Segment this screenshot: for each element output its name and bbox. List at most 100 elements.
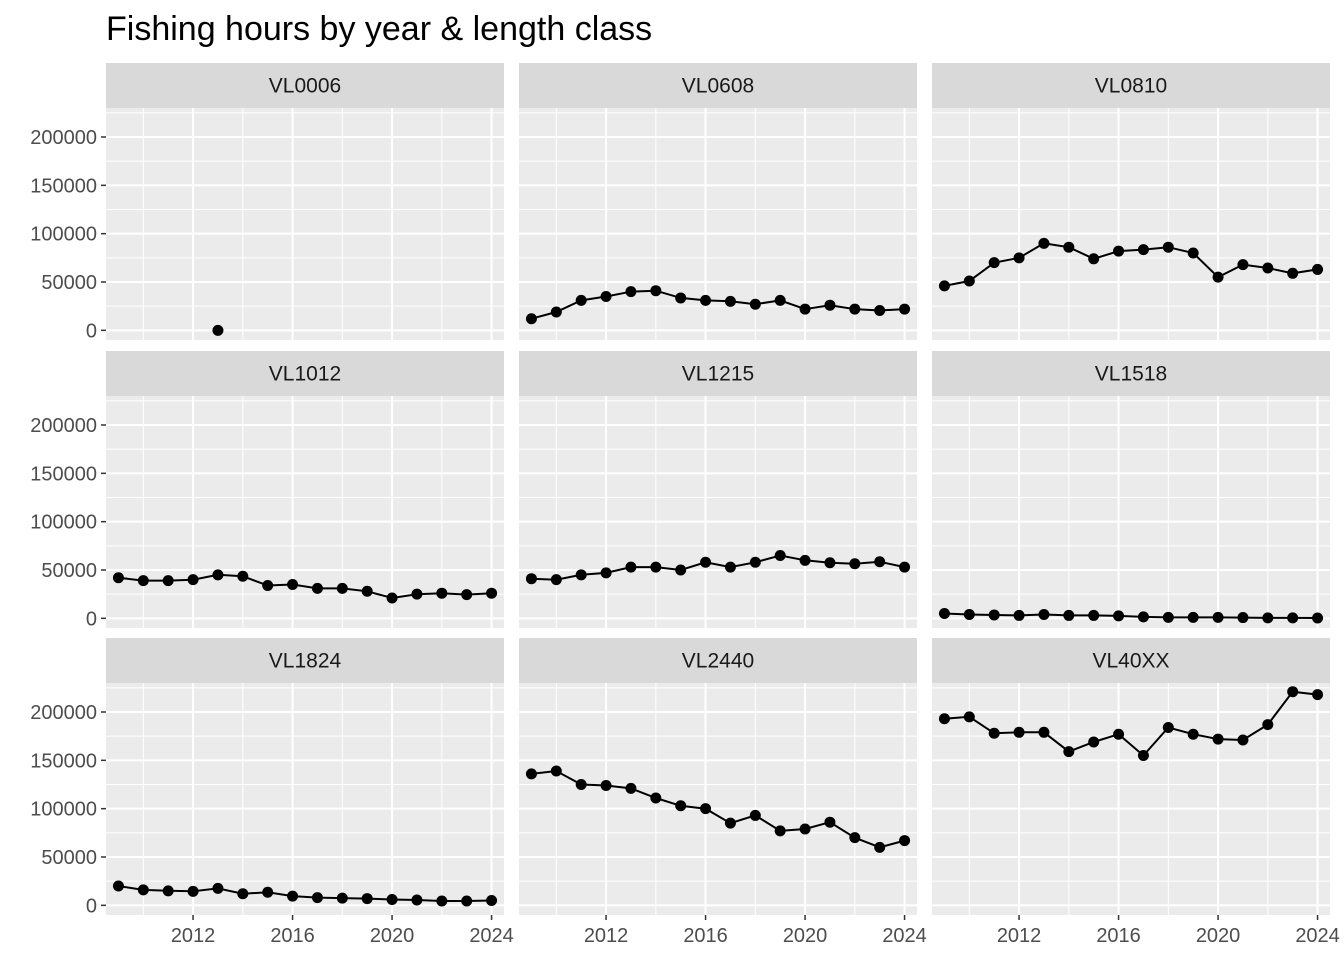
data-point (550, 574, 562, 586)
facet-strip-label: VL1215 (682, 363, 754, 386)
facet-vl0810: VL0810 (932, 63, 1330, 340)
data-point (650, 285, 662, 297)
data-point (1212, 611, 1224, 623)
data-point (824, 557, 836, 569)
data-point (1237, 612, 1249, 624)
data-point (1113, 610, 1125, 622)
data-point (1063, 609, 1075, 621)
data-point (311, 892, 323, 904)
x-tick-label: 2012 (584, 925, 629, 947)
x-tick-label: 2016 (683, 925, 728, 947)
data-point (1088, 609, 1100, 621)
series-line (944, 242, 1318, 287)
x-tick-label: 2012 (997, 925, 1042, 947)
y-tick-label: 50000 (41, 847, 97, 869)
facet-strip-label: VL1824 (269, 650, 342, 673)
facet-strip-label: VL0810 (1095, 75, 1167, 98)
facet-strip-label: VL1012 (269, 363, 341, 386)
data-point (849, 832, 861, 844)
data-point (1262, 262, 1274, 274)
data-point (1287, 267, 1299, 279)
data-point (1262, 612, 1274, 624)
y-tick-label: 0 (86, 895, 97, 917)
data-point (625, 561, 637, 573)
data-point (575, 779, 587, 790)
x-tick-label: 2020 (1196, 925, 1241, 947)
data-point (411, 894, 423, 906)
data-point (700, 803, 712, 815)
data-point (849, 303, 861, 315)
data-point (1137, 750, 1149, 761)
series-line (944, 612, 1318, 619)
y-tick-label: 50000 (41, 272, 97, 294)
data-point (1237, 734, 1249, 746)
facet-vl1824: VL1824 0 50000 100000 150000 200000 2012 2016 20… (30, 638, 514, 947)
data-point (1312, 263, 1324, 275)
facet-strip (932, 63, 1330, 108)
y-tick-label: 200000 (30, 127, 97, 149)
data-point (112, 880, 124, 892)
data-point (1013, 726, 1025, 738)
data-point (550, 765, 562, 777)
data-point (1312, 689, 1324, 701)
data-point (162, 575, 174, 587)
x-tick-label: 2024 (1295, 925, 1340, 947)
facet-strip (106, 63, 504, 108)
data-point (1162, 241, 1174, 253)
data-point (724, 817, 736, 829)
data-point (1187, 611, 1199, 623)
data-point (112, 572, 124, 584)
data-point (724, 295, 736, 307)
data-point (1287, 686, 1299, 698)
series-line (118, 573, 492, 600)
data-point (1262, 719, 1274, 731)
data-point (938, 280, 950, 292)
facet-panels: VL0006 0 50000 100000 150000 200000 VL0608 VL08… (30, 63, 1340, 947)
x-tick-label: 2024 (882, 925, 927, 947)
data-point (386, 592, 398, 604)
data-point (1038, 237, 1050, 249)
data-point (1137, 611, 1149, 623)
data-point (411, 588, 423, 600)
data-point (774, 294, 786, 306)
facet-strip (932, 638, 1330, 683)
data-point (550, 306, 562, 318)
panel-background (932, 396, 1330, 628)
series-line (118, 885, 492, 902)
series-line (944, 690, 1318, 757)
data-point (774, 825, 786, 837)
data-point (212, 882, 224, 894)
data-point (724, 561, 736, 573)
data-point (749, 556, 761, 568)
facet-strip-label: VL0006 (269, 75, 341, 98)
data-point (1162, 611, 1174, 623)
data-point (262, 579, 274, 591)
data-point (899, 835, 911, 847)
y-tick-label: 200000 (30, 415, 97, 437)
facet-strip-label: VL2440 (682, 650, 754, 673)
y-tick-label: 0 (86, 608, 97, 630)
data-point (1088, 253, 1100, 265)
facet-vl1215: VL1215 (519, 351, 917, 628)
data-point (799, 303, 811, 315)
data-point (1187, 247, 1199, 259)
data-point (212, 324, 224, 336)
facet-strip (519, 638, 917, 683)
x-tick-label: 2016 (270, 925, 315, 947)
data-point (1212, 733, 1224, 745)
data-point (137, 884, 149, 896)
data-point (237, 888, 249, 900)
panel-background (519, 683, 917, 915)
data-point (1187, 728, 1199, 740)
facet-strip (106, 638, 504, 683)
panel-background (106, 683, 504, 915)
y-tick-label: 200000 (30, 702, 97, 724)
data-point (575, 569, 587, 581)
y-tick-label: 50000 (41, 560, 97, 582)
data-point (963, 275, 975, 287)
y-tick-label: 150000 (30, 175, 97, 197)
panel-background (932, 108, 1330, 340)
data-point (187, 885, 199, 897)
facet-vl40xx: VL40XX 2012 2016 2020 2024 (932, 638, 1340, 947)
